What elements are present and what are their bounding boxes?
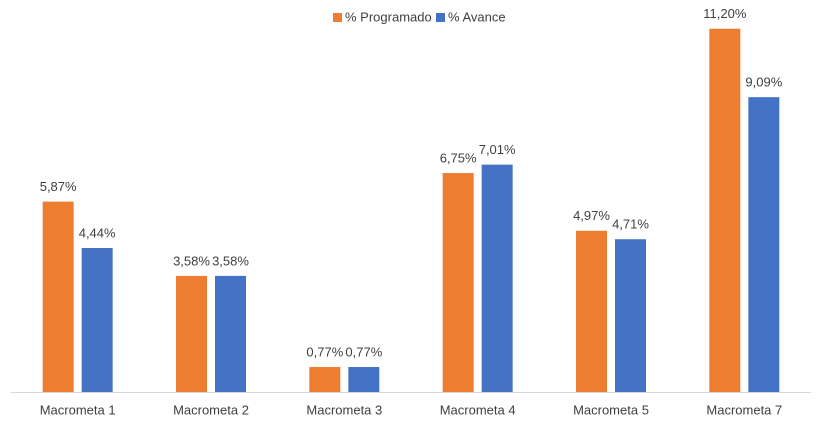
bar: [348, 367, 380, 392]
value-label: 0,77%: [345, 344, 382, 359]
value-label: 0,77%: [306, 344, 343, 359]
value-label: 4,97%: [573, 208, 610, 223]
bar: [481, 164, 513, 392]
value-label: 3,58%: [212, 253, 249, 268]
bar: [81, 247, 113, 392]
value-label: 6,75%: [440, 151, 477, 166]
bar: [576, 230, 607, 392]
bar: [615, 239, 646, 392]
value-label: 3,58%: [173, 253, 210, 268]
x-tick-label: Macrometa 1: [40, 402, 116, 417]
x-tick-label: Macrometa 5: [573, 402, 649, 417]
value-label: 4,44%: [79, 225, 116, 240]
legend-swatch: [436, 13, 445, 22]
value-label: 9,09%: [745, 75, 782, 90]
bar: [176, 275, 207, 392]
legend-label: % Programado: [345, 9, 432, 24]
x-tick-label: Macrometa 7: [706, 402, 782, 417]
value-label: 11,20%: [703, 6, 747, 21]
bar: [709, 28, 741, 392]
bar: [748, 97, 780, 393]
legend-swatch: [333, 13, 342, 22]
x-tick-label: Macrometa 2: [173, 402, 249, 417]
x-tick-label: Macrometa 3: [306, 402, 382, 417]
value-label: 5,87%: [40, 179, 77, 194]
legend-label: % Avance: [448, 9, 506, 24]
bar: [309, 367, 341, 392]
x-tick-label: Macrometa 4: [440, 402, 516, 417]
value-label: 4,71%: [612, 217, 649, 232]
bar: [442, 173, 474, 392]
value-label: 7,01%: [479, 142, 516, 157]
bar: [42, 201, 74, 392]
bar: [215, 275, 246, 392]
